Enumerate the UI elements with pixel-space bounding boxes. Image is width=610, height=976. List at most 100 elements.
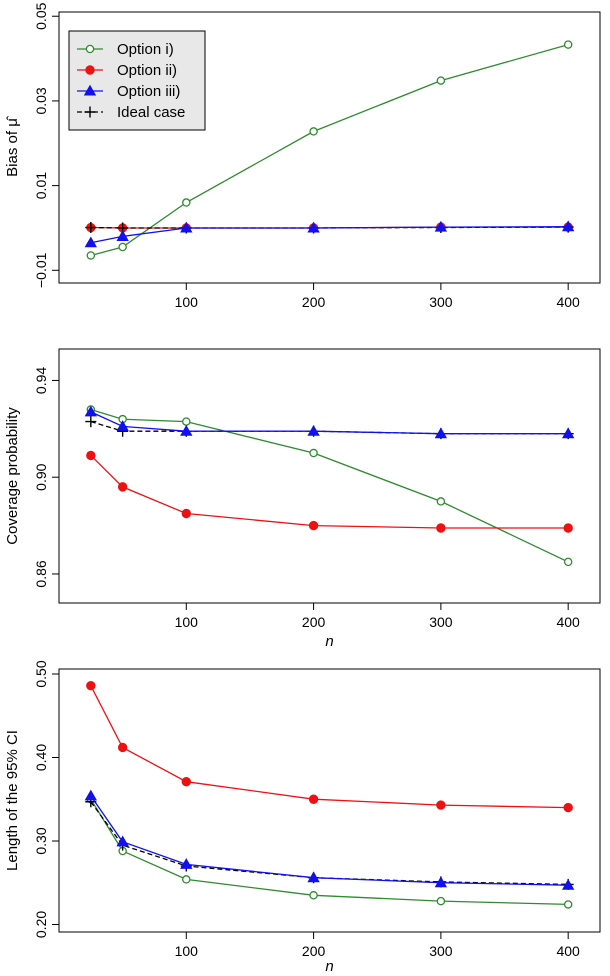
data-point [436, 76, 446, 85]
data-point [85, 416, 97, 428]
series-line [90, 795, 569, 886]
data-point [436, 800, 446, 810]
data-point [436, 497, 446, 506]
y-tick-label: 0.90 [33, 463, 49, 490]
data-point [436, 896, 446, 906]
chart-panel-1: 100 200 300 400 −0.01 0.01 0.03 0.05 Bias of μ̂ O… [4, 2, 601, 310]
data-point [181, 508, 191, 519]
series-line [90, 685, 569, 809]
series-line [90, 411, 569, 435]
chart-panel-3: 100 200 300 400 0.20 0.30 0.40 0.50 Length of th… [4, 660, 601, 975]
data-point [561, 427, 575, 439]
data-point [436, 523, 446, 533]
y-tick-label: 0.20 [33, 911, 49, 938]
data-point [307, 871, 320, 883]
data-point [85, 222, 97, 234]
data-point [563, 40, 573, 49]
x-tick-label: 400 [556, 943, 580, 959]
chart-panel-2: 100 200 300 400 0.86 0.90 0.94 Coverage probabi… [4, 348, 601, 650]
x-tick-label: 300 [429, 943, 453, 959]
y-tick-label: 0.01 [33, 172, 49, 199]
series-line [90, 801, 569, 886]
data-point [117, 742, 128, 753]
series-ideal-case [85, 416, 574, 440]
series-option-ii [86, 450, 573, 533]
data-point [182, 417, 191, 426]
y-tick-label: −0.01 [33, 252, 49, 288]
data-point [86, 680, 96, 691]
data-point [307, 221, 320, 233]
y-axis-title: Length of the 95% CI [4, 730, 21, 871]
series-line [90, 454, 569, 529]
x-tick-label: 400 [556, 614, 580, 630]
data-point [307, 424, 320, 436]
data-point [84, 789, 98, 801]
data-point [85, 65, 95, 75]
data-point [116, 420, 129, 431]
data-point [84, 106, 96, 118]
x-tick-label: 100 [175, 943, 199, 959]
y-tick-label: 0.94 [33, 367, 49, 394]
x-tick-label: 200 [302, 614, 326, 630]
plot-frame [58, 11, 601, 284]
data-point [86, 251, 96, 260]
x-tick-label: 300 [429, 294, 453, 310]
x-tick-label: 200 [302, 943, 326, 959]
data-point [309, 448, 318, 458]
data-point [116, 835, 129, 847]
data-point [561, 878, 575, 890]
y-axis-title: Coverage probability [4, 407, 21, 545]
data-point [309, 891, 318, 900]
legend-label: Option iii) [117, 83, 180, 100]
data-point [434, 427, 448, 439]
y-tick-label: 0.86 [33, 560, 49, 587]
series-line [90, 226, 569, 244]
data-point [434, 876, 448, 888]
data-point [85, 44, 95, 54]
data-point [86, 450, 96, 461]
legend: Option i) Option ii) Option iii) Ideal case [68, 30, 206, 131]
x-tick-label: 300 [429, 614, 453, 630]
y-tick-label: 0.50 [33, 660, 49, 687]
data-point [182, 875, 191, 884]
y-tick-label: 0.30 [33, 827, 49, 854]
legend-label: Option ii) [117, 62, 177, 79]
data-point [118, 242, 127, 252]
data-point [180, 858, 193, 869]
series-option-ii [86, 680, 573, 813]
y-tick-label: 0.40 [33, 744, 49, 771]
data-point [309, 127, 318, 136]
plot-frame [58, 348, 601, 604]
data-point [116, 230, 129, 241]
data-point [117, 482, 128, 492]
data-point [180, 424, 193, 436]
x-tick-label: 100 [175, 614, 199, 630]
series-option-i [86, 40, 573, 260]
series-option-iii [84, 789, 575, 890]
data-point [84, 405, 98, 417]
data-point [182, 198, 191, 207]
legend-label: Option i) [117, 41, 174, 58]
data-point [561, 220, 575, 232]
series-line [90, 43, 569, 257]
data-point [563, 802, 573, 813]
data-point [308, 520, 319, 531]
x-tick-label: 100 [175, 294, 199, 310]
data-point [563, 557, 573, 567]
legend-label: Ideal case [117, 104, 185, 121]
x-tick-label: 400 [556, 294, 580, 310]
series-option-iii [84, 405, 575, 439]
data-point [83, 84, 97, 96]
data-point [563, 523, 573, 533]
series-ideal-case [85, 796, 574, 890]
plot-frame [58, 668, 601, 933]
x-axis-title: n [325, 633, 333, 650]
series-option-i [86, 794, 573, 909]
data-point [308, 794, 319, 804]
data-point [563, 900, 573, 909]
y-tick-label: 0.03 [33, 87, 49, 114]
series-line [90, 408, 569, 563]
data-point [181, 777, 191, 787]
y-tick-label: 0.05 [33, 2, 49, 29]
